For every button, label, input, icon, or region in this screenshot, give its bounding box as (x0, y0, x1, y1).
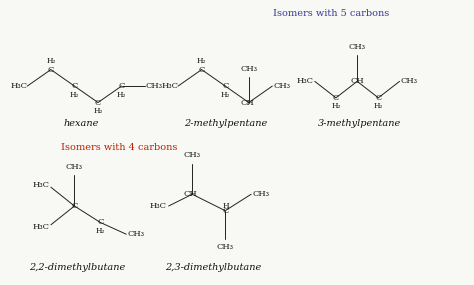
Text: CH₃: CH₃ (273, 82, 290, 90)
Text: CH₃: CH₃ (127, 230, 144, 238)
Text: 2,3-dimethylbutane: 2,3-dimethylbutane (165, 263, 262, 272)
Text: H₃C: H₃C (10, 82, 27, 90)
Text: CH₃: CH₃ (66, 163, 83, 171)
Text: 3-methylpentane: 3-methylpentane (318, 119, 401, 128)
Text: Isomers with 4 carbons: Isomers with 4 carbons (61, 143, 177, 152)
Text: C: C (71, 82, 78, 90)
Text: H₃C: H₃C (33, 223, 50, 231)
Text: H₃C: H₃C (33, 181, 50, 189)
Text: CH: CH (184, 190, 198, 198)
Text: H₂: H₂ (93, 107, 103, 115)
Text: CH₃: CH₃ (401, 77, 418, 85)
Text: CH₃: CH₃ (240, 65, 257, 73)
Text: 2-methylpentane: 2-methylpentane (183, 119, 267, 128)
Text: CH: CH (241, 99, 255, 107)
Text: C: C (222, 82, 228, 90)
Text: H₂: H₂ (46, 57, 55, 65)
Text: C: C (375, 94, 382, 102)
Text: H₂: H₂ (70, 91, 79, 99)
Text: H₂: H₂ (331, 102, 341, 110)
Text: C: C (48, 66, 54, 74)
Text: CH₃: CH₃ (184, 151, 201, 159)
Text: hexane: hexane (64, 119, 99, 128)
Text: CH₃: CH₃ (145, 82, 162, 90)
Text: H₂: H₂ (117, 91, 126, 99)
Text: C: C (222, 207, 228, 215)
Text: CH: CH (350, 77, 364, 85)
Text: H₂: H₂ (374, 102, 383, 110)
Text: H₂: H₂ (197, 57, 206, 65)
Text: C: C (118, 82, 125, 90)
Text: C: C (333, 94, 339, 102)
Text: H₂: H₂ (96, 227, 105, 235)
Text: H₃C: H₃C (161, 82, 178, 90)
Text: H₃C: H₃C (297, 77, 314, 85)
Text: CH₃: CH₃ (217, 243, 234, 251)
Text: H: H (223, 202, 229, 210)
Text: Isomers with 5 carbons: Isomers with 5 carbons (273, 9, 389, 18)
Text: C: C (95, 99, 101, 107)
Text: C: C (97, 219, 103, 227)
Text: 2,2-dimethylbutane: 2,2-dimethylbutane (28, 263, 125, 272)
Text: C: C (71, 202, 78, 210)
Text: CH₃: CH₃ (349, 44, 365, 52)
Text: H₃C: H₃C (150, 202, 167, 210)
Text: H₂: H₂ (220, 91, 230, 99)
Text: CH₃: CH₃ (252, 190, 269, 198)
Text: C: C (199, 66, 205, 74)
